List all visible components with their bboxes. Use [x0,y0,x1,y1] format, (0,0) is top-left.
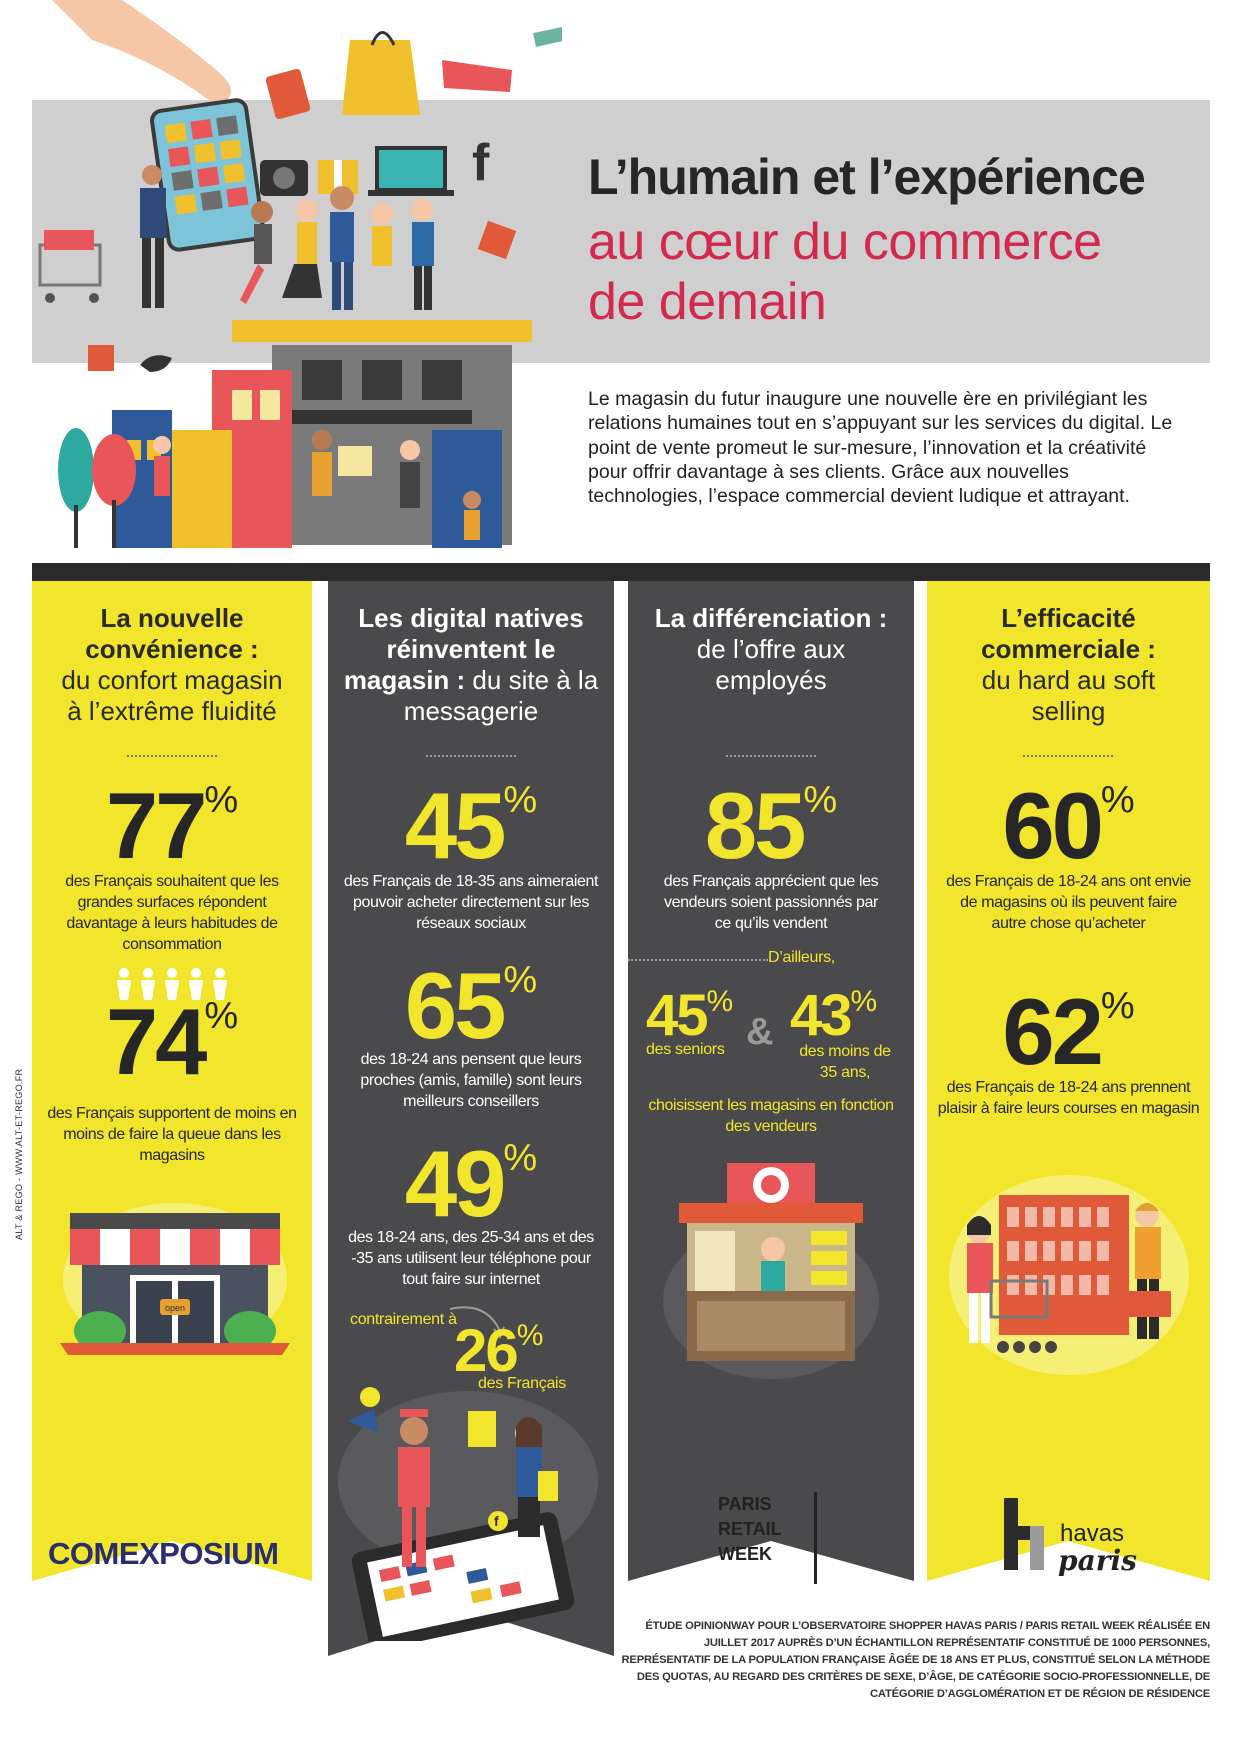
stat-45-value: 45% [404,773,538,878]
stat-26-text: des Français [478,1375,566,1392]
paris-retail-week-logo: PARIS RETAIL WEEK [718,1492,817,1584]
stat-45-text: des Français de 18-35 ans aimeraient pou… [343,873,599,932]
column-title-bold: L’efficacité commerciale : [981,603,1156,664]
stat-49-value: 49% [404,1131,538,1236]
column-title: L’efficacité commerciale : du hard au so… [927,603,1210,727]
stat-seniors-value: 45% [646,983,734,1048]
ampersand: & [746,1011,774,1053]
column-title: La nouvelle convénience : du confort mag… [32,603,312,727]
column-title-bold: La nouvelle convénience : [85,603,259,664]
stat-under35-text: des moins de 35 ans, [799,1043,891,1081]
column-title: Les digital natives réinventent le magas… [328,603,614,727]
ailleurs-label: D’ailleurs, [768,949,835,966]
column-title-rest: du hard au soft selling [981,665,1156,726]
stat-77-value: 77% [105,773,239,878]
people-icons [117,968,227,1000]
curved-arrow [449,1306,505,1340]
column-title-rest: de l’offre aux employés [696,634,846,695]
page-title: L’humain et l’expérience [588,149,1146,205]
column-efficacite: L’efficacité commerciale : du hard au so… [927,581,1210,1616]
havas-city: paris [1058,1544,1137,1577]
vendeurs-conclusion: choisissent les magasins en fonction des… [648,1097,894,1135]
column-title-rest: du confort magasin à l’extrême fluidité [61,665,283,726]
havas-h-mark [1004,1498,1044,1570]
page-subtitle-line2: de demain [588,273,827,331]
supermarket-illustration [949,1175,1189,1375]
stat-85-text: des Français apprécient que les vendeurs… [663,873,879,932]
stat-62-value: 62% [1002,979,1135,1084]
column-differentiation: La différenciation : de l’offre aux empl… [628,581,914,1616]
comexposium-logo: COMEXPOSIUM [48,1536,279,1571]
stat-65-text: des 18-24 ans pensent que leurs proches … [360,1051,582,1110]
column-title-bold: Les digital natives réinventent le magas… [343,603,584,695]
stat-62-text: des Français de 18-24 ans prennent plais… [937,1079,1200,1117]
column-convenience: La nouvelle convénience : du confort mag… [32,581,312,1616]
dotted-separator [426,755,516,757]
column-title-bold: La différenciation : [654,603,888,633]
prw-line2: RETAIL [718,1519,782,1539]
contrast-label: contrairement à [350,1311,457,1328]
svg-text:f: f [494,1513,499,1529]
shop-front-illustration: open [60,1203,290,1355]
stat-26-value: 26% [454,1317,544,1384]
header-illustration: f [32,0,562,554]
stat-85-value: 85% [704,773,838,878]
dotted-separator [127,755,217,757]
havas-wordmark: havas [1060,1520,1125,1547]
study-methodology-note: ÉTUDE OPINIONWAY POUR L’OBSERVATOIRE SHO… [621,1620,1211,1700]
stat-60-value: 60% [1002,773,1135,878]
stat-60-text: des Français de 18-24 ans ont envie de m… [946,873,1191,932]
stat-seniors-text: des seniors [646,1041,725,1058]
dotted-separator-left [628,959,768,961]
intro-paragraph: Le magasin du futur inaugure une nouvell… [588,388,1173,508]
dotted-separator [726,755,816,757]
stat-77-text: des Français souhaitent que les grandes … [65,873,279,953]
stat-74-text: des Français supportent de moins en moin… [47,1105,297,1164]
shop-sign: open [165,1303,185,1313]
svg-text:f: f [472,134,490,192]
credit-text: ALT & REGO - WWW.ALT-ET-REGO.FR [14,1068,24,1240]
dotted-separator [1023,755,1113,757]
column-banner-yellow [32,581,312,1581]
stat-65-value: 65% [404,953,538,1058]
shop-counter-illustration [663,1163,879,1379]
prw-line3: WEEK [718,1544,772,1564]
column-title-rest: du site à la messagerie [403,665,599,726]
stat-49-text: des 18-24 ans, des 25-34 ans et des -35 … [348,1229,594,1288]
column-title: La différenciation : de l’offre aux empl… [628,603,914,696]
stat-74-value: 74% [105,989,239,1094]
column-banner-dark [328,581,614,1656]
stat-under35-value: 43% [790,983,878,1048]
phone-shoppers-illustration: f [338,1387,598,1641]
page-subtitle-line1: au cœur du commerce [588,213,1102,271]
section-divider [32,563,1210,581]
prw-line1: PARIS [718,1494,772,1514]
column-digital-natives: Les digital natives réinventent le magas… [328,581,614,1661]
